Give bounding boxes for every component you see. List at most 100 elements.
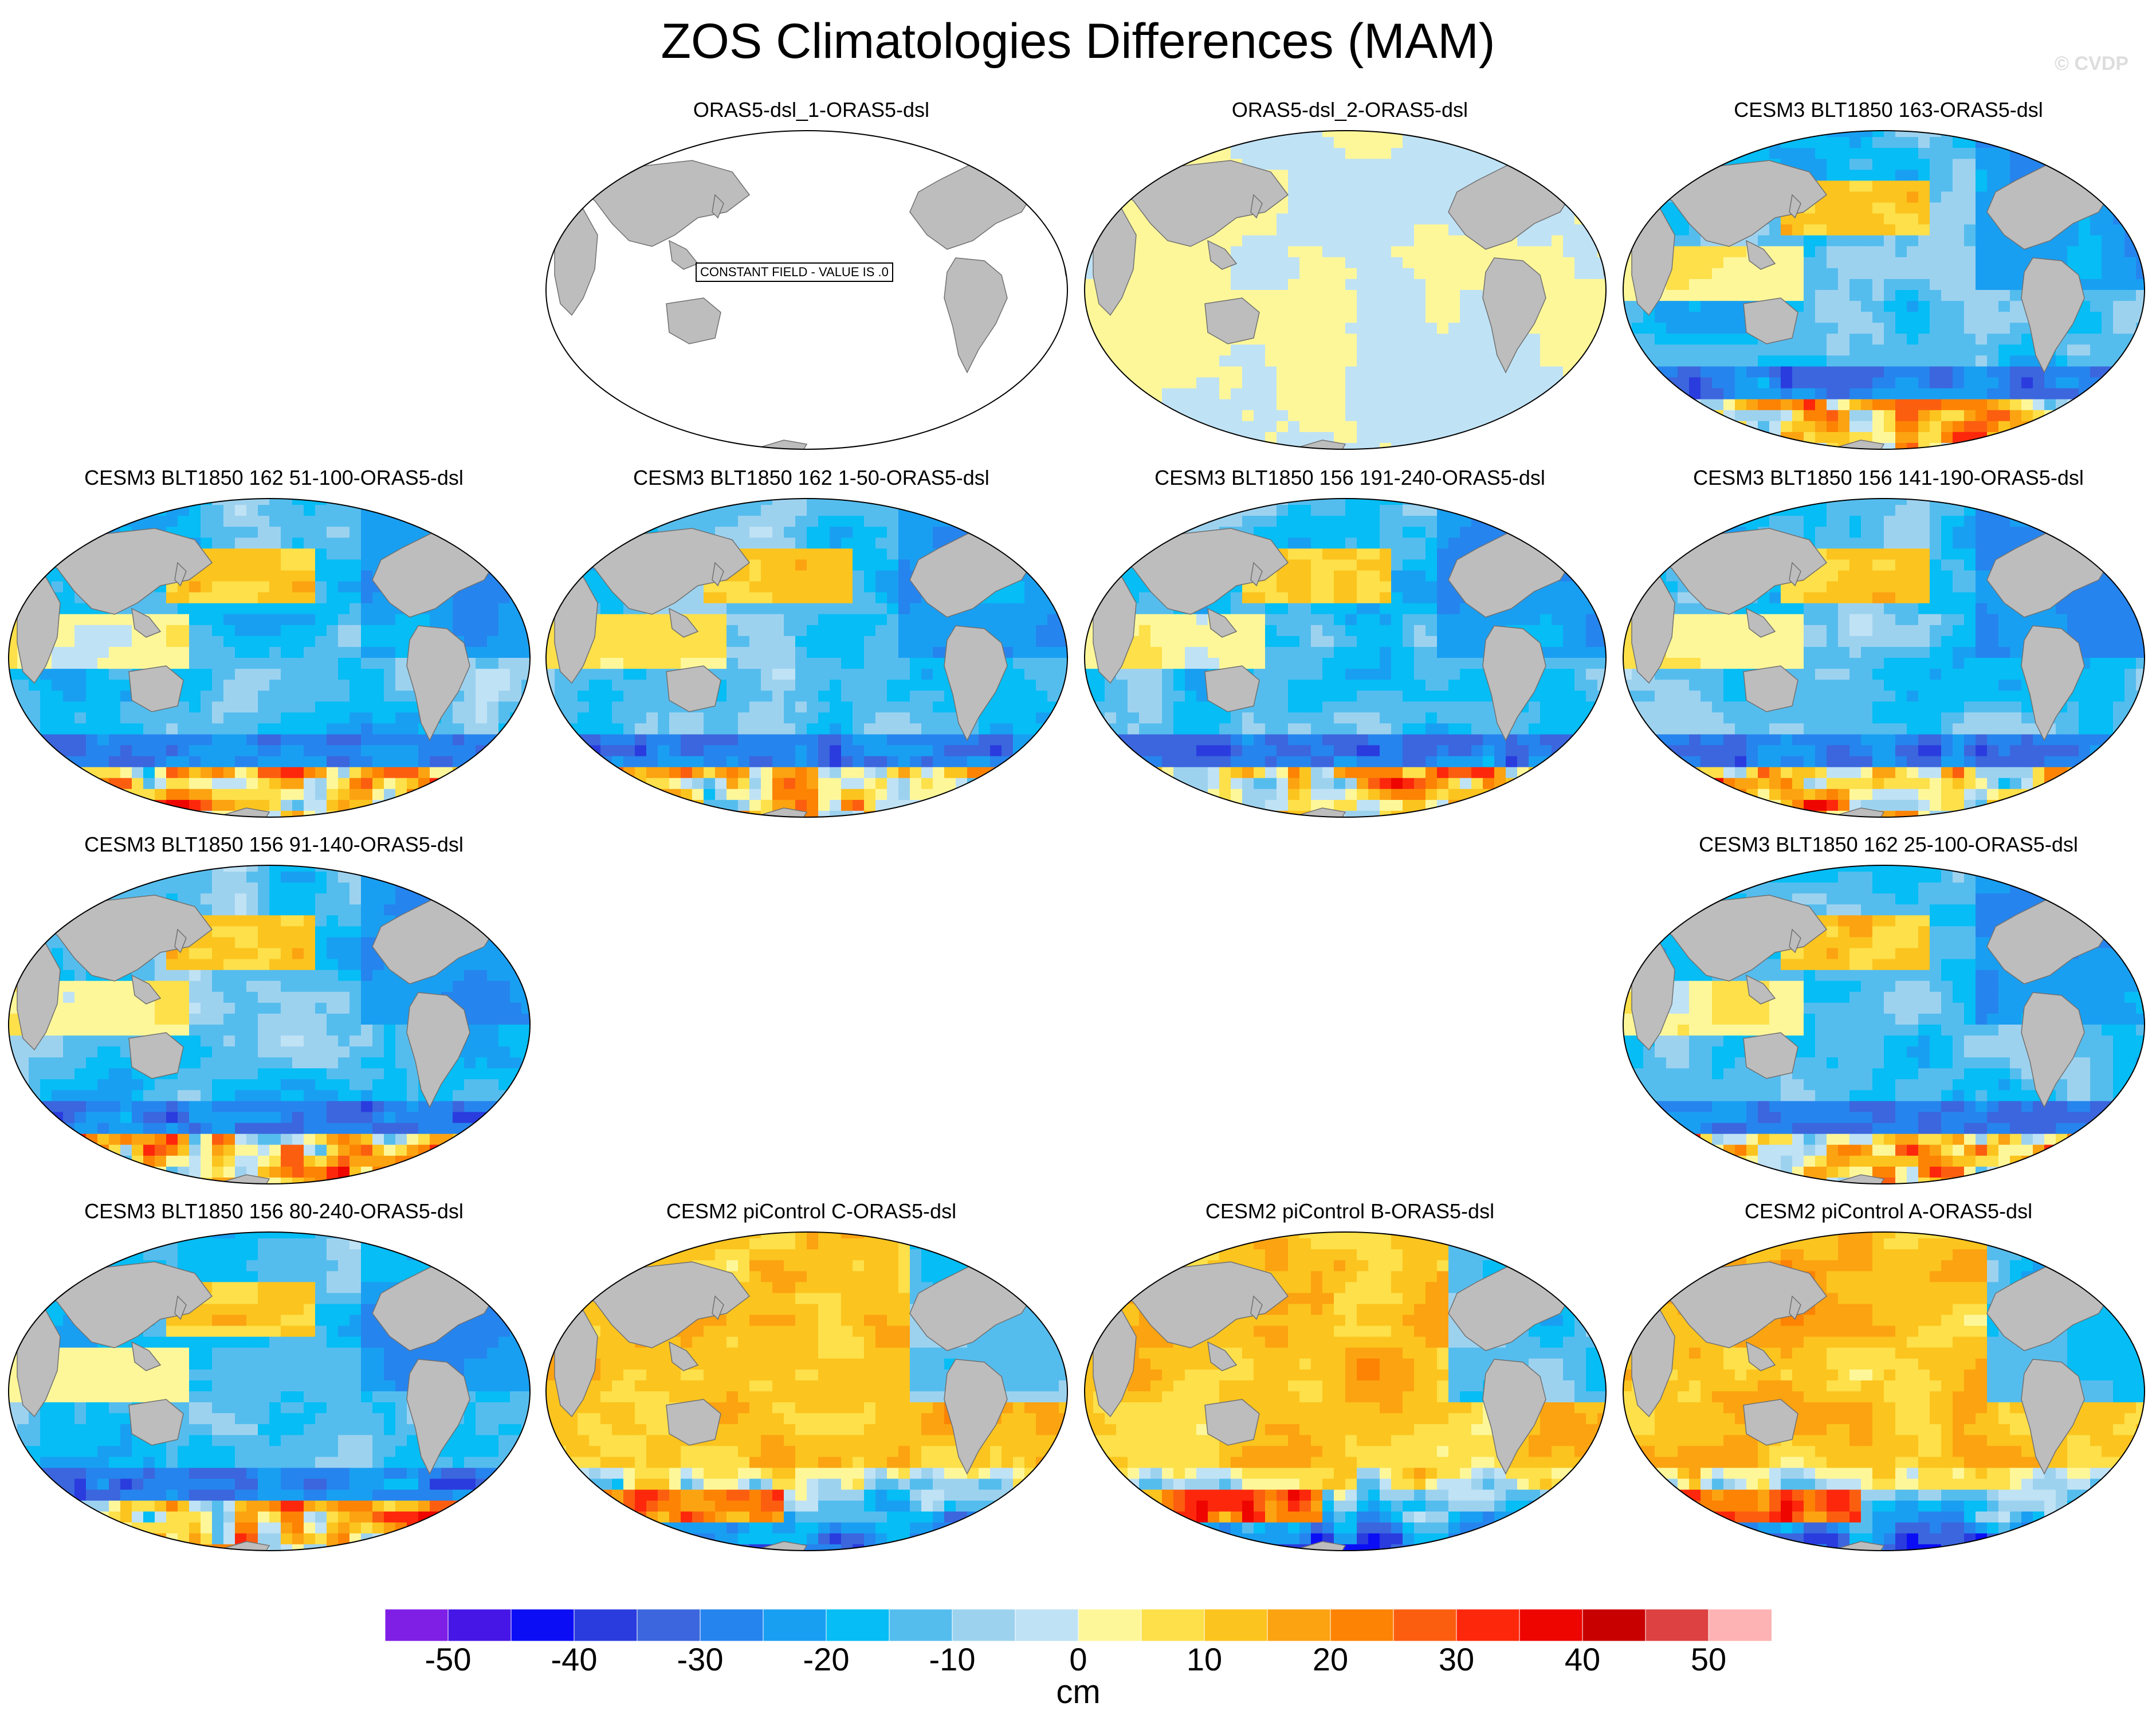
field-cell [235,778,247,790]
field-cell [2124,421,2137,433]
field-cell [875,646,887,658]
field-cell [1448,442,1460,449]
field-cell [86,669,98,680]
field-cell [1815,377,1827,389]
field-cell [1655,344,1667,356]
field-cell [681,646,693,658]
field-cell [818,548,830,560]
field-cell [1254,377,1266,389]
field-cell [623,516,635,527]
field-cell [1254,246,1266,258]
field-cell [453,810,465,817]
field-cell [623,614,635,626]
field-cell [898,636,910,648]
field-cell [1345,170,1357,181]
field-cell [1930,432,1942,444]
field-cell [1448,170,1460,181]
field-cell [1884,278,1896,291]
field-cell [1746,421,1758,433]
field-cell [2079,246,2091,258]
field-cell [1953,159,1965,170]
field-cell [109,701,121,713]
field-cell [361,538,373,549]
field-cell [1128,366,1140,378]
field-cell [1827,159,1839,170]
field-cell [292,767,304,779]
field-cell [2113,131,2125,138]
field-cell [510,570,522,582]
field-cell [1792,334,1804,345]
field-cell [1150,148,1163,159]
field-cell [1632,366,1644,378]
field-cell [1150,257,1163,269]
field-cell [1162,323,1174,334]
field-cell [1953,323,1965,334]
field-cell [1563,334,1575,345]
field-cell [1219,410,1231,422]
field-cell [143,603,155,615]
field-cell [17,810,29,817]
field-cell [1918,148,1930,159]
field-cell [1815,344,1827,356]
field-cell [223,669,235,680]
field-cell [155,646,167,658]
field-cell [361,559,373,571]
field-cell [1047,669,1059,680]
field-cell [1265,224,1277,236]
field-cell [1437,290,1449,301]
field-cell [1540,377,1552,389]
field-cell [1471,334,1483,345]
field-cell [1494,442,1506,449]
field-cell [258,559,270,571]
field-cell [738,505,750,516]
field-cell [63,516,75,527]
field-cell [1277,432,1289,444]
field-cell [1964,170,1976,181]
field-cell [349,669,362,680]
field-cell [1758,268,1770,280]
field-cell [1403,432,1415,444]
field-cell [1941,421,1953,433]
field-cell [1792,131,1804,138]
field-cell [1013,527,1025,538]
field-cell [189,669,201,680]
field-cell [1471,312,1483,323]
field-cell [29,538,41,549]
field-cell [853,636,865,648]
field-cell [1597,377,1606,389]
field-cell [52,712,64,724]
field-cell [669,636,681,648]
field-cell [1414,421,1426,433]
field-cell [2033,421,2045,433]
field-cell [1334,323,1346,334]
field-cell [910,548,922,560]
field-cell [715,636,727,648]
field-cell [578,680,590,691]
field-cell [1085,137,1094,148]
field-cell [1838,131,1850,138]
field-cell [269,799,281,811]
field-cell [212,680,224,691]
field-cell [1368,323,1380,334]
field-cell [1128,170,1140,181]
field-cell [1460,159,1472,170]
field-cell [1574,290,1586,301]
field-cell [1208,344,1220,356]
field-cell [1231,421,1243,433]
field-cell [1105,410,1117,422]
field-cell [246,767,258,779]
field-cell [1815,170,1827,181]
field-cell [1231,268,1243,280]
field-cell [612,499,624,505]
field-cell [109,789,121,801]
field-cell [1623,268,1632,280]
field-cell [327,680,339,691]
field-cell [361,745,373,757]
field-cell [304,516,316,527]
field-cell [864,669,876,680]
field-cell [1265,366,1277,378]
field-cell [1425,235,1438,247]
field-cell [1792,290,1804,301]
field-cell [1861,148,1873,159]
field-cell [830,516,842,527]
